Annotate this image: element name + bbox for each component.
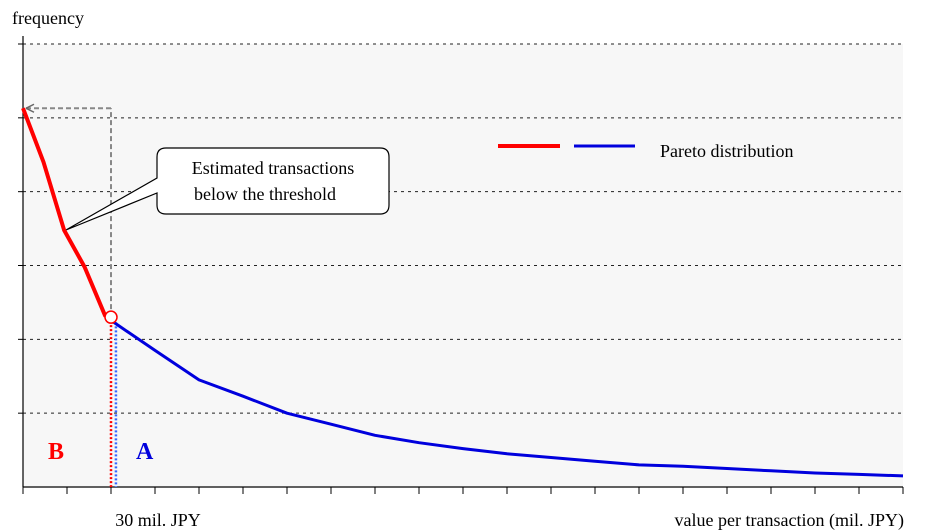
- threshold-label: 30 mil. JPY: [115, 510, 201, 530]
- x-ticks: [22, 487, 904, 494]
- region-a-label: A: [136, 439, 154, 465]
- legend-label: Pareto distribution: [660, 141, 794, 161]
- y-axis-label: frequency: [12, 8, 84, 28]
- y-ticks: [18, 43, 23, 414]
- callout-text-line1: Estimated transactions: [192, 158, 354, 178]
- threshold-point: [104, 310, 118, 324]
- x-axis-label: value per transaction (mil. JPY): [675, 510, 904, 531]
- guide-lines: [25, 103, 118, 487]
- series-observed-line: [113, 321, 904, 478]
- callout: Estimated transactions below the thresho…: [65, 147, 390, 231]
- plot-background: [23, 44, 903, 486]
- region-b-label: B: [48, 439, 64, 465]
- legend: Pareto distribution: [498, 141, 794, 161]
- callout-bubble: [65, 147, 390, 231]
- callout-text-line2: below the threshold: [194, 184, 336, 204]
